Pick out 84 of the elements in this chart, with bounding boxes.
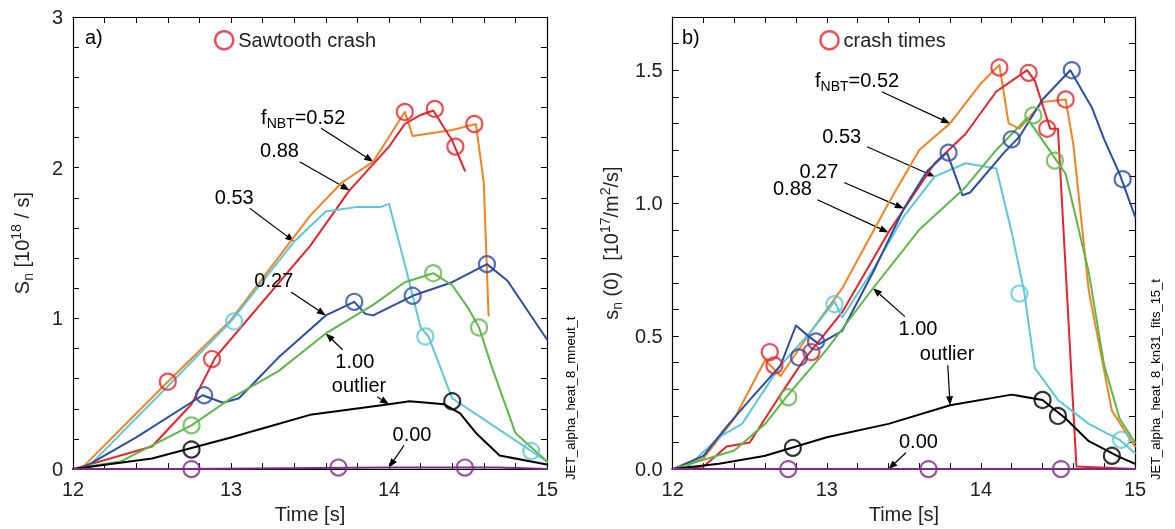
point — [1062, 61, 1081, 80]
point — [1002, 130, 1021, 149]
y-axis-title: sn (0) [1017/m2/s] — [597, 166, 625, 320]
x-axis-title: Time [s] — [868, 503, 940, 525]
point — [469, 318, 489, 337]
point — [779, 460, 798, 479]
y-tick-label: 1.5 — [634, 59, 663, 82]
point — [1112, 430, 1131, 449]
x-tick-label: 13 — [815, 478, 838, 501]
point — [1045, 151, 1064, 170]
point — [1048, 406, 1068, 426]
annotation: b) — [682, 26, 700, 48]
y-axis-title: Sn [1018 / s] — [8, 191, 36, 295]
point — [779, 388, 798, 407]
point — [329, 458, 348, 477]
point — [1102, 446, 1121, 465]
x-tick-label: 12 — [661, 478, 684, 501]
point — [1113, 170, 1132, 189]
point — [1019, 63, 1038, 82]
x-tick-label: 13 — [219, 478, 243, 501]
point — [1010, 284, 1029, 303]
x-tick-label: 14 — [377, 478, 401, 501]
point — [403, 286, 422, 305]
point — [455, 458, 474, 477]
point — [345, 292, 364, 311]
y-tick-label: 3 — [51, 6, 63, 28]
line-series — [687, 162, 1136, 468]
point — [182, 460, 201, 479]
point — [195, 386, 214, 405]
annotation: 0.00 — [898, 430, 938, 453]
annotation: a) — [85, 26, 103, 48]
point — [1033, 390, 1052, 410]
point — [424, 264, 443, 283]
y-tick-label: 2 — [51, 156, 63, 179]
point — [446, 137, 465, 156]
point — [158, 372, 177, 391]
x-tick-label: 15 — [535, 478, 559, 501]
point — [760, 342, 779, 362]
text: JET_alpha_heat_8_kn31_fits_15_t — [1148, 278, 1163, 480]
annotation: 0.53 — [214, 185, 254, 208]
point — [825, 295, 844, 314]
annotation: outlier — [919, 342, 975, 365]
annotation: 0.88 — [772, 177, 812, 200]
point — [182, 440, 201, 459]
point — [425, 99, 444, 119]
point — [395, 102, 414, 122]
y-tick-label: 0.0 — [634, 458, 663, 481]
point — [416, 327, 435, 346]
point — [765, 356, 784, 375]
text: JET_alpha_heat_8_mneut_t — [563, 316, 578, 480]
point — [1024, 106, 1043, 125]
point — [1051, 460, 1071, 479]
point — [1038, 119, 1057, 138]
point — [182, 416, 201, 435]
point — [939, 143, 958, 162]
y-tick-label: 1 — [51, 307, 63, 330]
point — [802, 342, 821, 362]
point — [465, 114, 484, 134]
y-tick-label: 0.5 — [634, 325, 663, 348]
point — [202, 349, 222, 369]
annotation: 1.00 — [898, 317, 938, 340]
point — [477, 255, 497, 274]
x-axis-title: Time [s] — [274, 503, 346, 525]
point — [1056, 90, 1075, 109]
point — [522, 441, 541, 461]
legend-label: crash times — [843, 29, 946, 52]
x-tick-label: 14 — [969, 478, 993, 501]
point — [225, 312, 244, 331]
y-tick-label: 1.0 — [634, 192, 663, 215]
point — [783, 438, 802, 457]
point — [806, 332, 826, 351]
annotation: outlier — [331, 374, 387, 397]
annotation: 0.53 — [822, 124, 862, 147]
legend-label: Sawtooth crash — [238, 29, 377, 52]
point — [789, 348, 809, 367]
point — [990, 58, 1009, 77]
annotation: 0.00 — [392, 422, 432, 445]
point — [919, 460, 938, 479]
annotation: 0.88 — [260, 139, 299, 162]
y-tick-label: 0 — [51, 458, 63, 481]
x-tick-label: 12 — [61, 478, 85, 501]
annotation: 1.00 — [335, 350, 375, 373]
x-tick-label: 15 — [1123, 478, 1147, 501]
point — [443, 392, 462, 411]
